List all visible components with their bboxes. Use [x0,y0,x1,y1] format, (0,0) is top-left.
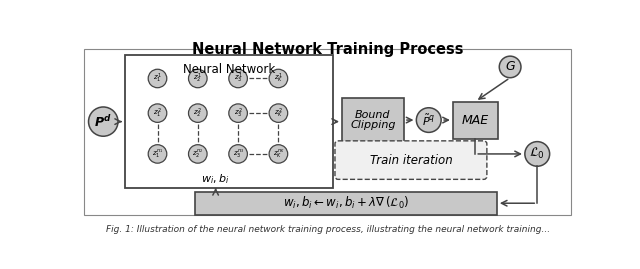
Circle shape [148,104,167,122]
Circle shape [189,69,207,88]
Circle shape [148,145,167,163]
FancyBboxPatch shape [342,98,404,142]
Circle shape [525,141,550,166]
Text: $z_K^2$: $z_K^2$ [274,107,283,120]
FancyBboxPatch shape [335,141,487,179]
Circle shape [417,108,441,132]
Circle shape [88,107,118,136]
Circle shape [228,145,248,163]
Text: Bound: Bound [355,110,390,120]
Circle shape [228,104,248,122]
Circle shape [499,56,521,78]
Text: Neural Network: Neural Network [182,63,275,76]
FancyBboxPatch shape [452,102,498,139]
Text: $\mathcal{L}_0$: $\mathcal{L}_0$ [529,146,545,161]
Text: Train iteration: Train iteration [369,154,452,167]
Text: $G$: $G$ [504,61,516,73]
Text: $z_1^{n_1}$: $z_1^{n_1}$ [152,148,163,160]
Circle shape [269,69,288,88]
Circle shape [148,69,167,88]
Text: $z_1^1$: $z_1^1$ [153,72,162,85]
Text: Clipping: Clipping [350,121,396,130]
Text: $\tilde{P}^q$: $\tilde{P}^q$ [422,112,435,128]
Text: Fig. 1: Illustration of the neural network training process, illustrating the ne: Fig. 1: Illustration of the neural netwo… [106,225,550,234]
Text: $w_i, b_i$: $w_i, b_i$ [202,172,230,186]
Circle shape [269,104,288,122]
Text: $z_2^2$: $z_2^2$ [193,107,202,120]
Circle shape [269,145,288,163]
Circle shape [189,104,207,122]
Text: $z_K^{n_K}$: $z_K^{n_K}$ [273,148,284,160]
Text: $z_K^1$: $z_K^1$ [274,72,283,85]
Circle shape [189,145,207,163]
Text: $z_3^2$: $z_3^2$ [234,107,243,120]
FancyBboxPatch shape [125,55,333,188]
Text: Neural Network Training Process: Neural Network Training Process [192,42,464,57]
Text: $z_3^1$: $z_3^1$ [234,72,243,85]
FancyBboxPatch shape [195,192,497,215]
Text: $z_2^{n_2}$: $z_2^{n_2}$ [193,148,204,160]
Text: $z_1^2$: $z_1^2$ [153,107,162,120]
FancyBboxPatch shape [84,49,571,215]
Text: $\bfit{P}^d$: $\bfit{P}^d$ [95,114,112,130]
Text: $z_2^1$: $z_2^1$ [193,72,202,85]
Text: $z_3^{n_3}$: $z_3^{n_3}$ [232,148,244,160]
Text: MAE: MAE [461,114,489,126]
Circle shape [228,69,248,88]
Text: $w_i, b_i \leftarrow w_i, b_i + \lambda \nabla \, (\mathcal{L}_0)$: $w_i, b_i \leftarrow w_i, b_i + \lambda … [283,195,409,211]
